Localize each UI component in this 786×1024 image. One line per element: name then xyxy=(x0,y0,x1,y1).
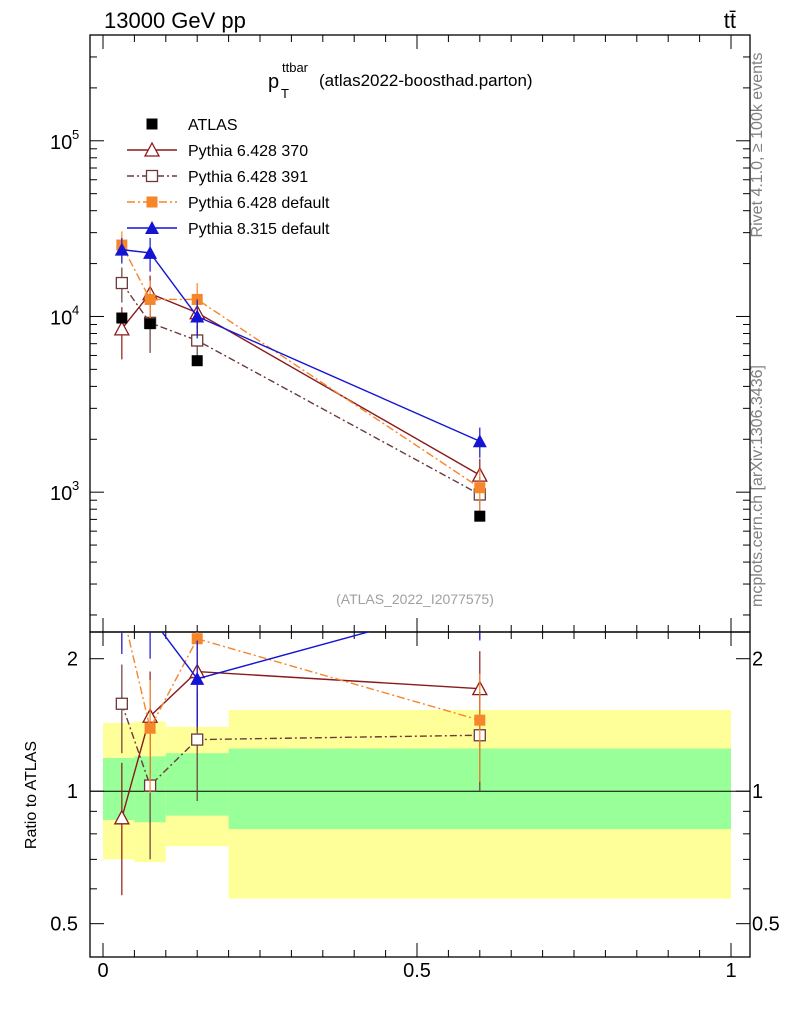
ratio-ylabel: Ratio to ATLAS xyxy=(23,741,40,849)
atlas-point xyxy=(191,355,203,367)
pythia-6-428-391-ratio-point xyxy=(191,733,204,746)
legend-label-atlas: ATLAS xyxy=(188,117,238,134)
process-label: tt̄ xyxy=(724,8,736,33)
pythia-6-428-default-ratio-point xyxy=(144,722,156,734)
title-main: p xyxy=(268,71,279,93)
main-panel-series xyxy=(113,231,488,522)
main-ytick-label-1: 10 xyxy=(50,307,72,329)
pythia-8-315-default-ratio-line xyxy=(161,632,371,680)
ratio-ytick-label-right-0: 0.5 xyxy=(752,914,780,936)
xtick-label-2: 1 xyxy=(725,960,736,982)
legend-marker-pythia-6-428-370 xyxy=(143,141,161,157)
atlas-point xyxy=(116,312,128,324)
ratio-panel-series xyxy=(113,603,488,896)
mcplots-label: mcplots.cern.ch [arXiv:1306.3436] xyxy=(749,365,766,607)
legend-label-pythia-6-428-391: Pythia 6.428 391 xyxy=(188,169,308,186)
pythia-6-428-default-ratio-line xyxy=(126,632,480,731)
title-sub: T xyxy=(281,86,289,101)
main-ytick-exp-2: 5 xyxy=(72,127,79,142)
atlas-point xyxy=(474,510,486,522)
title-rest: (atlas2022-boosthad.parton) xyxy=(319,71,533,90)
pythia-8-315-default-ratio-point xyxy=(190,671,205,685)
legend-marker-atlas xyxy=(146,118,158,130)
ratio-frame xyxy=(89,631,751,958)
ratio-ytick-label-right-1: 1 xyxy=(752,781,763,803)
pythia-8-315-default-ratio-point xyxy=(143,609,157,622)
pythia-6-428-391-point xyxy=(115,276,128,290)
pythia-8-315-default-ratio-point xyxy=(115,613,129,626)
pythia-6-428-default-point xyxy=(474,482,486,494)
legend-marker-pythia-8-315-default xyxy=(145,221,159,234)
legend-label-pythia-6-428-370: Pythia 6.428 370 xyxy=(188,143,308,160)
main-ytick-label-0: 10 xyxy=(50,483,72,505)
pythia-6-428-370-line xyxy=(121,292,481,476)
pythia-6-428-370-point xyxy=(113,320,130,336)
legend: ATLAS Pythia 6.428 370 Pythia 6.428 391 Pyt… xyxy=(127,117,330,238)
pythia-6-428-default-ratio-point xyxy=(191,633,203,645)
pythia-8-315-default-point xyxy=(143,245,158,259)
title-sup: ttbar xyxy=(282,60,309,75)
xtick-label-1: 0.5 xyxy=(403,960,431,982)
pythia-6-428-370-ratio-point xyxy=(113,809,130,825)
pythia-6-428-default-point xyxy=(144,293,156,305)
ratio-ytick-label-left-2: 2 xyxy=(67,649,78,671)
legend-label-pythia-6-428-default: Pythia 6.428 default xyxy=(188,195,330,212)
main-ytick-label-2: 10 xyxy=(50,132,72,154)
legend-label-pythia-8-315-default: Pythia 8.315 default xyxy=(188,221,330,238)
pythia-6-428-391-line xyxy=(121,282,481,496)
pythia-8-315-default-point xyxy=(190,309,205,323)
ratio-ytick-label-left-1: 1 xyxy=(67,781,78,803)
analysis-label: (ATLAS_2022_I2077575) xyxy=(336,591,494,607)
pythia-6-428-391-ratio-point xyxy=(115,697,128,710)
pythia-8-315-default-point xyxy=(114,242,129,256)
legend-marker-pythia-6-428-391 xyxy=(145,169,159,183)
main-ytick-exp-1: 4 xyxy=(72,302,79,317)
energy-label: 13000 GeV pp xyxy=(104,8,246,33)
rivet-label: Rivet 4.1.0, ≥ 100k events xyxy=(749,53,766,238)
xtick-label-0: 0 xyxy=(97,960,108,982)
pythia-6-428-default-line xyxy=(121,244,481,489)
data-series xyxy=(113,231,488,896)
atlas-point xyxy=(144,318,156,330)
ratio-ytick-label-left-0: 0.5 xyxy=(50,914,78,936)
ratio-ytick-label-right-2: 2 xyxy=(752,649,763,671)
pythia-6-428-default-ratio-point xyxy=(474,714,486,726)
plot-title: p ttbar T (atlas2022-boosthad.parton) xyxy=(268,60,533,101)
pythia-8-315-default-point xyxy=(472,434,487,448)
legend-marker-pythia-6-428-default xyxy=(146,196,158,208)
pythia-6-428-default-ratio-point xyxy=(116,603,127,614)
main-ytick-exp-0: 3 xyxy=(72,478,79,493)
pythia-8-315-default-line xyxy=(121,248,481,442)
